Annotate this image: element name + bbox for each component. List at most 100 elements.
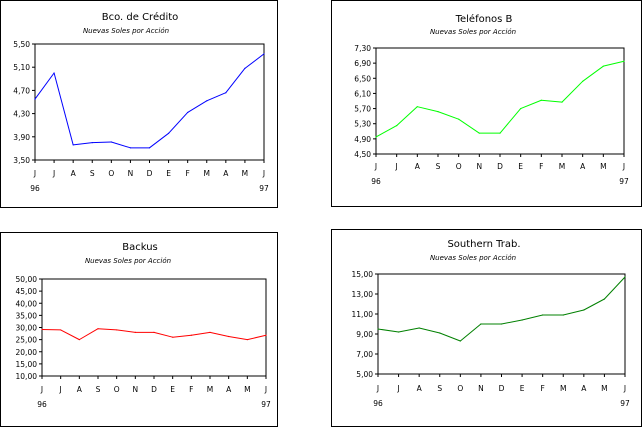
y-tick-label: 6,90	[354, 59, 371, 68]
data-point	[247, 339, 248, 340]
year-end-label: 97	[620, 399, 630, 408]
x-tick-label: O	[108, 169, 114, 178]
data-point	[521, 319, 522, 320]
data-point	[206, 100, 207, 101]
data-point	[60, 329, 61, 330]
x-tick-label: E	[520, 384, 525, 393]
y-tick-label: 3,50	[13, 156, 30, 165]
x-tick-label: M	[559, 162, 565, 171]
chart-title: Southern Trab.	[447, 239, 520, 250]
year-start-label: 96	[37, 400, 47, 409]
data-point	[263, 53, 264, 54]
x-tick-label: O	[457, 384, 463, 393]
data-point	[97, 328, 98, 329]
y-tick-label: 25,00	[16, 336, 38, 345]
x-tick-label: M	[204, 169, 210, 178]
x-tick-label: O	[456, 162, 462, 171]
chart-subtitle: Nuevas Soles por Acción	[83, 27, 169, 35]
data-point	[520, 108, 521, 109]
y-tick-label: 3,90	[13, 133, 30, 142]
chart-subtitle: Nuevas Soles por Acción	[430, 28, 516, 36]
x-tick-label: D	[497, 162, 503, 171]
data-point	[499, 133, 500, 134]
data-point	[130, 147, 131, 148]
data-point	[135, 332, 136, 333]
series-segment	[92, 142, 111, 143]
y-tick-label: 5,00	[356, 370, 373, 379]
y-tick-label: 5,30	[354, 120, 371, 129]
y-tick-label: 50,00	[16, 275, 38, 284]
x-tick-label: S	[436, 162, 441, 171]
data-point	[439, 332, 440, 333]
data-point	[437, 111, 438, 112]
data-point	[53, 72, 54, 73]
x-tick-label: A	[417, 384, 423, 393]
data-point	[187, 112, 188, 113]
data-point	[479, 133, 480, 134]
year-end-label: 97	[619, 177, 629, 186]
x-tick-label: A	[415, 162, 421, 171]
data-point	[582, 81, 583, 82]
x-tick-label: F	[541, 384, 545, 393]
data-point	[458, 119, 459, 120]
y-tick-label: 7,00	[356, 350, 373, 359]
x-tick-label: J	[374, 162, 377, 171]
data-point	[73, 144, 74, 145]
x-tick-label: M	[242, 169, 248, 178]
data-point	[419, 327, 420, 328]
year-start-label: 96	[373, 399, 383, 408]
x-tick-label: N	[477, 162, 483, 171]
x-tick-label: N	[133, 385, 139, 394]
data-point	[79, 339, 80, 340]
x-tick-label: J	[59, 385, 62, 394]
y-tick-label: 9,00	[356, 330, 373, 339]
year-start-label: 96	[371, 177, 381, 186]
y-tick-label: 13,00	[352, 290, 374, 299]
data-point	[480, 323, 481, 324]
y-tick-label: 10,00	[16, 372, 38, 381]
data-point	[168, 133, 169, 134]
x-tick-label: D	[147, 169, 153, 178]
y-tick-label: 35,00	[16, 311, 38, 320]
data-point	[92, 142, 93, 143]
x-tick-label: A	[581, 384, 587, 393]
x-tick-label: A	[77, 385, 83, 394]
data-point	[265, 335, 266, 336]
chart-panel-bco-credito: Bco. de Crédito Nuevas Soles por Acción …	[1, 1, 278, 208]
data-point	[583, 309, 584, 310]
chart-title: Bco. de Crédito	[102, 11, 179, 23]
data-point	[561, 102, 562, 103]
data-point	[624, 276, 625, 277]
year-end-label: 97	[261, 400, 271, 409]
y-tick-label: 7,30	[354, 44, 371, 53]
y-tick-label: 5,50	[13, 40, 30, 49]
x-tick-label: J	[395, 162, 398, 171]
y-tick-label: 4,70	[13, 86, 30, 95]
data-point	[417, 106, 418, 107]
y-tick-label: 4,50	[354, 150, 371, 159]
y-tick-label: 15,00	[352, 270, 374, 279]
x-tick-label: A	[226, 385, 232, 394]
data-point	[41, 329, 42, 330]
y-tick-label: 15,00	[16, 360, 38, 369]
chart-title: Teléfonos B	[455, 13, 513, 25]
data-point	[375, 136, 376, 137]
data-point	[563, 314, 564, 315]
x-tick-label: S	[437, 384, 442, 393]
data-point	[603, 66, 604, 67]
x-tick-label: J	[376, 384, 379, 393]
data-point	[225, 92, 226, 93]
data-point	[541, 100, 542, 101]
x-tick-label: E	[166, 169, 171, 178]
x-tick-label: F	[539, 162, 543, 171]
x-tick-label: N	[478, 384, 484, 393]
y-tick-label: 11,00	[352, 310, 374, 319]
x-tick-label: J	[623, 384, 626, 393]
x-tick-label: A	[223, 169, 229, 178]
data-point	[377, 328, 378, 329]
data-point	[153, 332, 154, 333]
x-tick-label: M	[601, 384, 607, 393]
data-point	[244, 68, 245, 69]
data-point	[396, 125, 397, 126]
